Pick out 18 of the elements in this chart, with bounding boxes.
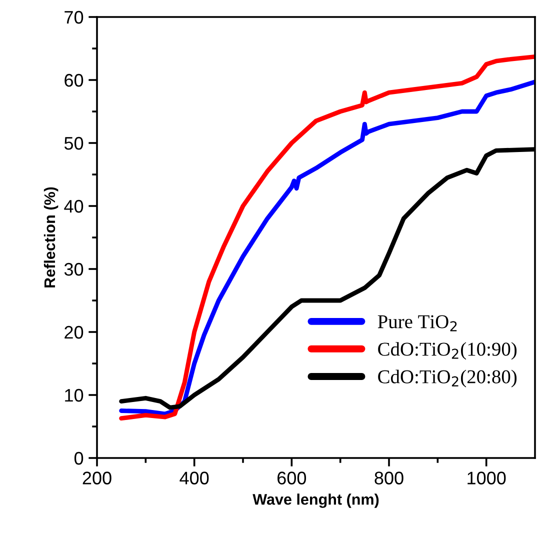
x-tick-label: 800 xyxy=(374,472,404,484)
x-tick-label: 1000 xyxy=(468,472,506,484)
legend-label: CdO:TiO$_{2}$(10:90) xyxy=(378,342,517,360)
y-tick-label: 50 xyxy=(64,136,84,150)
y-tick-label: 10 xyxy=(65,388,84,402)
y-axis-title: Reflection (%) xyxy=(44,187,58,288)
legend-label: CdO:TiO$_{2}$(20:80) xyxy=(378,370,517,388)
x-tick-label: 400 xyxy=(180,472,209,484)
y-tick-label: 0 xyxy=(74,452,84,465)
legend-label: Pure TiO$_{2}$ xyxy=(378,315,457,332)
x-tick-label: 200 xyxy=(82,472,112,484)
x-axis-title: Wave lenght (nm) xyxy=(252,494,379,508)
y-tick-label: 30 xyxy=(64,262,84,276)
y-tick-label: 70 xyxy=(64,10,84,24)
y-tick-label: 20 xyxy=(64,326,84,339)
y-tick-label: 40 xyxy=(64,200,84,213)
x-tick-label: 600 xyxy=(278,472,306,484)
y-tick-label: 60 xyxy=(64,74,84,87)
